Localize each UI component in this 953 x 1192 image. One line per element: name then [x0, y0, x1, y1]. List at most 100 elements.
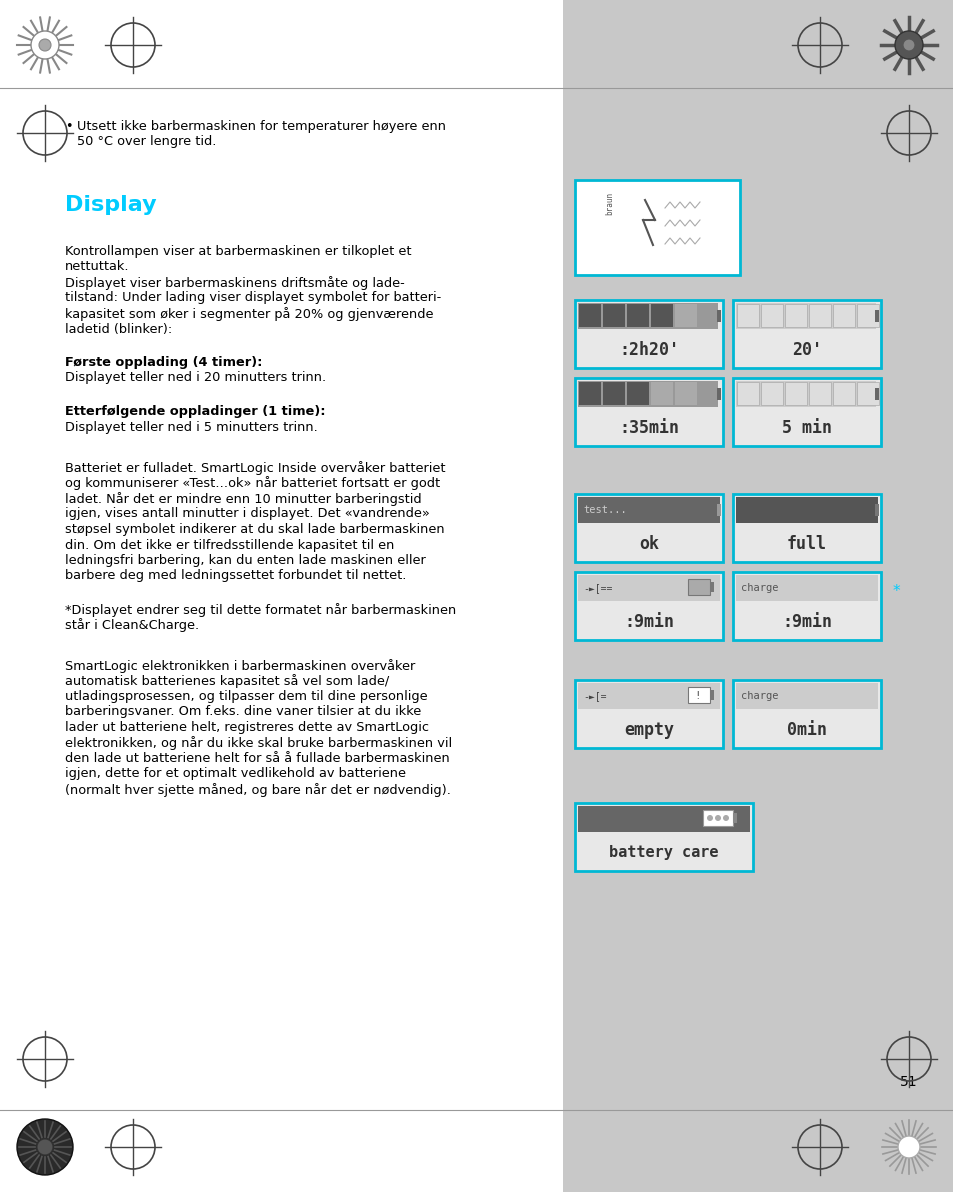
Text: barbere deg med ledningssettet forbundet til nettet.: barbere deg med ledningssettet forbundet…	[65, 570, 406, 583]
Bar	[732, 679, 880, 749]
Bar	[784, 304, 806, 327]
Text: :35min: :35min	[618, 418, 679, 436]
Text: •: •	[65, 120, 72, 134]
Bar	[832, 381, 854, 405]
Bar	[575, 378, 722, 446]
Bar	[578, 381, 718, 406]
Bar	[732, 813, 737, 822]
Text: -►[=: -►[=	[582, 691, 606, 701]
Bar	[562, 0, 953, 1192]
Text: empty: empty	[623, 721, 673, 739]
Circle shape	[722, 815, 728, 821]
Bar	[687, 687, 709, 703]
Bar	[575, 572, 722, 640]
Text: ok: ok	[639, 535, 659, 553]
Bar	[760, 381, 782, 405]
Text: (normalt hver sjette måned, og bare når det er nødvendig).: (normalt hver sjette måned, og bare når …	[65, 783, 451, 797]
Bar	[874, 504, 878, 516]
Bar	[650, 381, 672, 405]
Bar	[602, 304, 624, 327]
Text: Etterfølgende oppladinger (1 time):: Etterfølgende oppladinger (1 time):	[65, 405, 325, 418]
Bar	[732, 378, 880, 446]
Bar	[578, 575, 720, 601]
Text: Displayet teller ned i 20 minutters trinn.: Displayet teller ned i 20 minutters trin…	[65, 372, 326, 385]
Text: barberingsvaner. Om f.eks. dine vaner tilsier at du ikke: barberingsvaner. Om f.eks. dine vaner ti…	[65, 706, 421, 719]
Text: :9min: :9min	[781, 613, 831, 631]
Text: ladetid (blinker):: ladetid (blinker):	[65, 323, 172, 335]
Text: ledningsfri barbering, kan du enten lade maskinen eller: ledningsfri barbering, kan du enten lade…	[65, 554, 425, 567]
Bar	[575, 300, 722, 368]
Text: 51: 51	[900, 1075, 917, 1089]
Bar	[575, 679, 722, 749]
Bar	[732, 493, 880, 561]
Text: *: *	[892, 584, 900, 600]
Text: charge: charge	[740, 583, 778, 592]
Text: tilstand: Under lading viser displayet symbolet for batteri-: tilstand: Under lading viser displayet s…	[65, 292, 441, 304]
Text: Første opplading (4 timer):: Første opplading (4 timer):	[65, 356, 262, 370]
Bar	[575, 679, 722, 749]
Text: igjen, vises antall minutter i displayet. Det «vandrende»: igjen, vises antall minutter i displayet…	[65, 508, 429, 521]
Text: *Displayet endrer seg til dette formatet når barbermaskinen: *Displayet endrer seg til dette formatet…	[65, 603, 456, 617]
Bar	[578, 497, 720, 523]
Bar	[874, 310, 878, 322]
Text: braun: braun	[604, 192, 614, 215]
Text: Kontrollampen viser at barbermaskinen er tilkoplet et: Kontrollampen viser at barbermaskinen er…	[65, 246, 411, 257]
Circle shape	[39, 39, 51, 51]
Bar	[717, 389, 720, 401]
Text: Batteriet er fulladet. SmartLogic Inside overvåker batteriet: Batteriet er fulladet. SmartLogic Inside…	[65, 461, 445, 474]
Text: !: !	[694, 691, 700, 701]
Circle shape	[17, 1119, 73, 1175]
Text: charge: charge	[740, 691, 778, 701]
Bar	[675, 304, 697, 327]
Bar	[575, 378, 722, 446]
Text: Displayet viser barbermaskinens driftsmåte og lade-: Displayet viser barbermaskinens driftsmå…	[65, 277, 404, 290]
Text: står i Clean&Charge.: står i Clean&Charge.	[65, 619, 199, 633]
Text: nettuttak.: nettuttak.	[65, 261, 130, 273]
Bar	[702, 811, 732, 826]
Bar	[735, 497, 877, 523]
Bar	[0, 0, 562, 1192]
Circle shape	[706, 815, 712, 821]
Text: igjen, dette for et optimalt vedlikehold av batteriene: igjen, dette for et optimalt vedlikehold…	[65, 768, 406, 781]
Bar	[735, 683, 877, 709]
Bar	[578, 806, 749, 832]
Circle shape	[897, 1136, 919, 1157]
Text: -►[==: -►[==	[582, 583, 612, 592]
Bar	[735, 575, 877, 601]
Bar	[735, 303, 875, 329]
Bar	[575, 803, 752, 871]
Bar	[735, 381, 875, 406]
Bar	[717, 310, 720, 322]
Text: den lade ut batteriene helt for så å fullade barbermaskinen: den lade ut batteriene helt for så å ful…	[65, 752, 449, 765]
Text: støpsel symbolet indikerer at du skal lade barbermaskinen: støpsel symbolet indikerer at du skal la…	[65, 523, 444, 536]
Circle shape	[30, 31, 59, 58]
Bar	[626, 381, 648, 405]
Bar	[575, 493, 722, 561]
Bar	[856, 381, 878, 405]
Text: SmartLogic elektronikken i barbermaskinen overvåker: SmartLogic elektronikken i barbermaskine…	[65, 659, 415, 673]
Text: test...: test...	[582, 505, 626, 515]
Bar	[732, 572, 880, 640]
Text: :9min: :9min	[623, 613, 673, 631]
Text: din. Om det ikke er tilfredsstillende kapasitet til en: din. Om det ikke er tilfredsstillende ka…	[65, 539, 394, 552]
Text: Display: Display	[65, 195, 156, 215]
Text: battery care: battery care	[609, 845, 718, 861]
Bar	[808, 304, 830, 327]
Circle shape	[902, 39, 914, 51]
Text: 50 °C over lengre tid.: 50 °C over lengre tid.	[77, 136, 216, 149]
Text: elektronikken, og når du ikke skal bruke barbermaskinen vil: elektronikken, og når du ikke skal bruke…	[65, 737, 452, 751]
Bar	[575, 300, 722, 368]
Bar	[856, 304, 878, 327]
Text: automatisk batterienes kapasitet så vel som lade/: automatisk batterienes kapasitet så vel …	[65, 675, 389, 689]
Circle shape	[37, 1140, 53, 1155]
Text: 20': 20'	[791, 341, 821, 359]
Bar	[732, 300, 880, 368]
Text: 0min: 0min	[786, 721, 826, 739]
Text: lader ut batteriene helt, registreres dette av SmartLogic: lader ut batteriene helt, registreres de…	[65, 721, 429, 734]
Bar	[784, 381, 806, 405]
Text: Utsett ikke barbermaskinen for temperaturer høyere enn: Utsett ikke barbermaskinen for temperatu…	[77, 120, 446, 134]
Text: Displayet teller ned i 5 minutters trinn.: Displayet teller ned i 5 minutters trinn…	[65, 421, 317, 434]
Text: 5 min: 5 min	[781, 418, 831, 436]
Bar	[675, 381, 697, 405]
Bar	[732, 378, 880, 446]
